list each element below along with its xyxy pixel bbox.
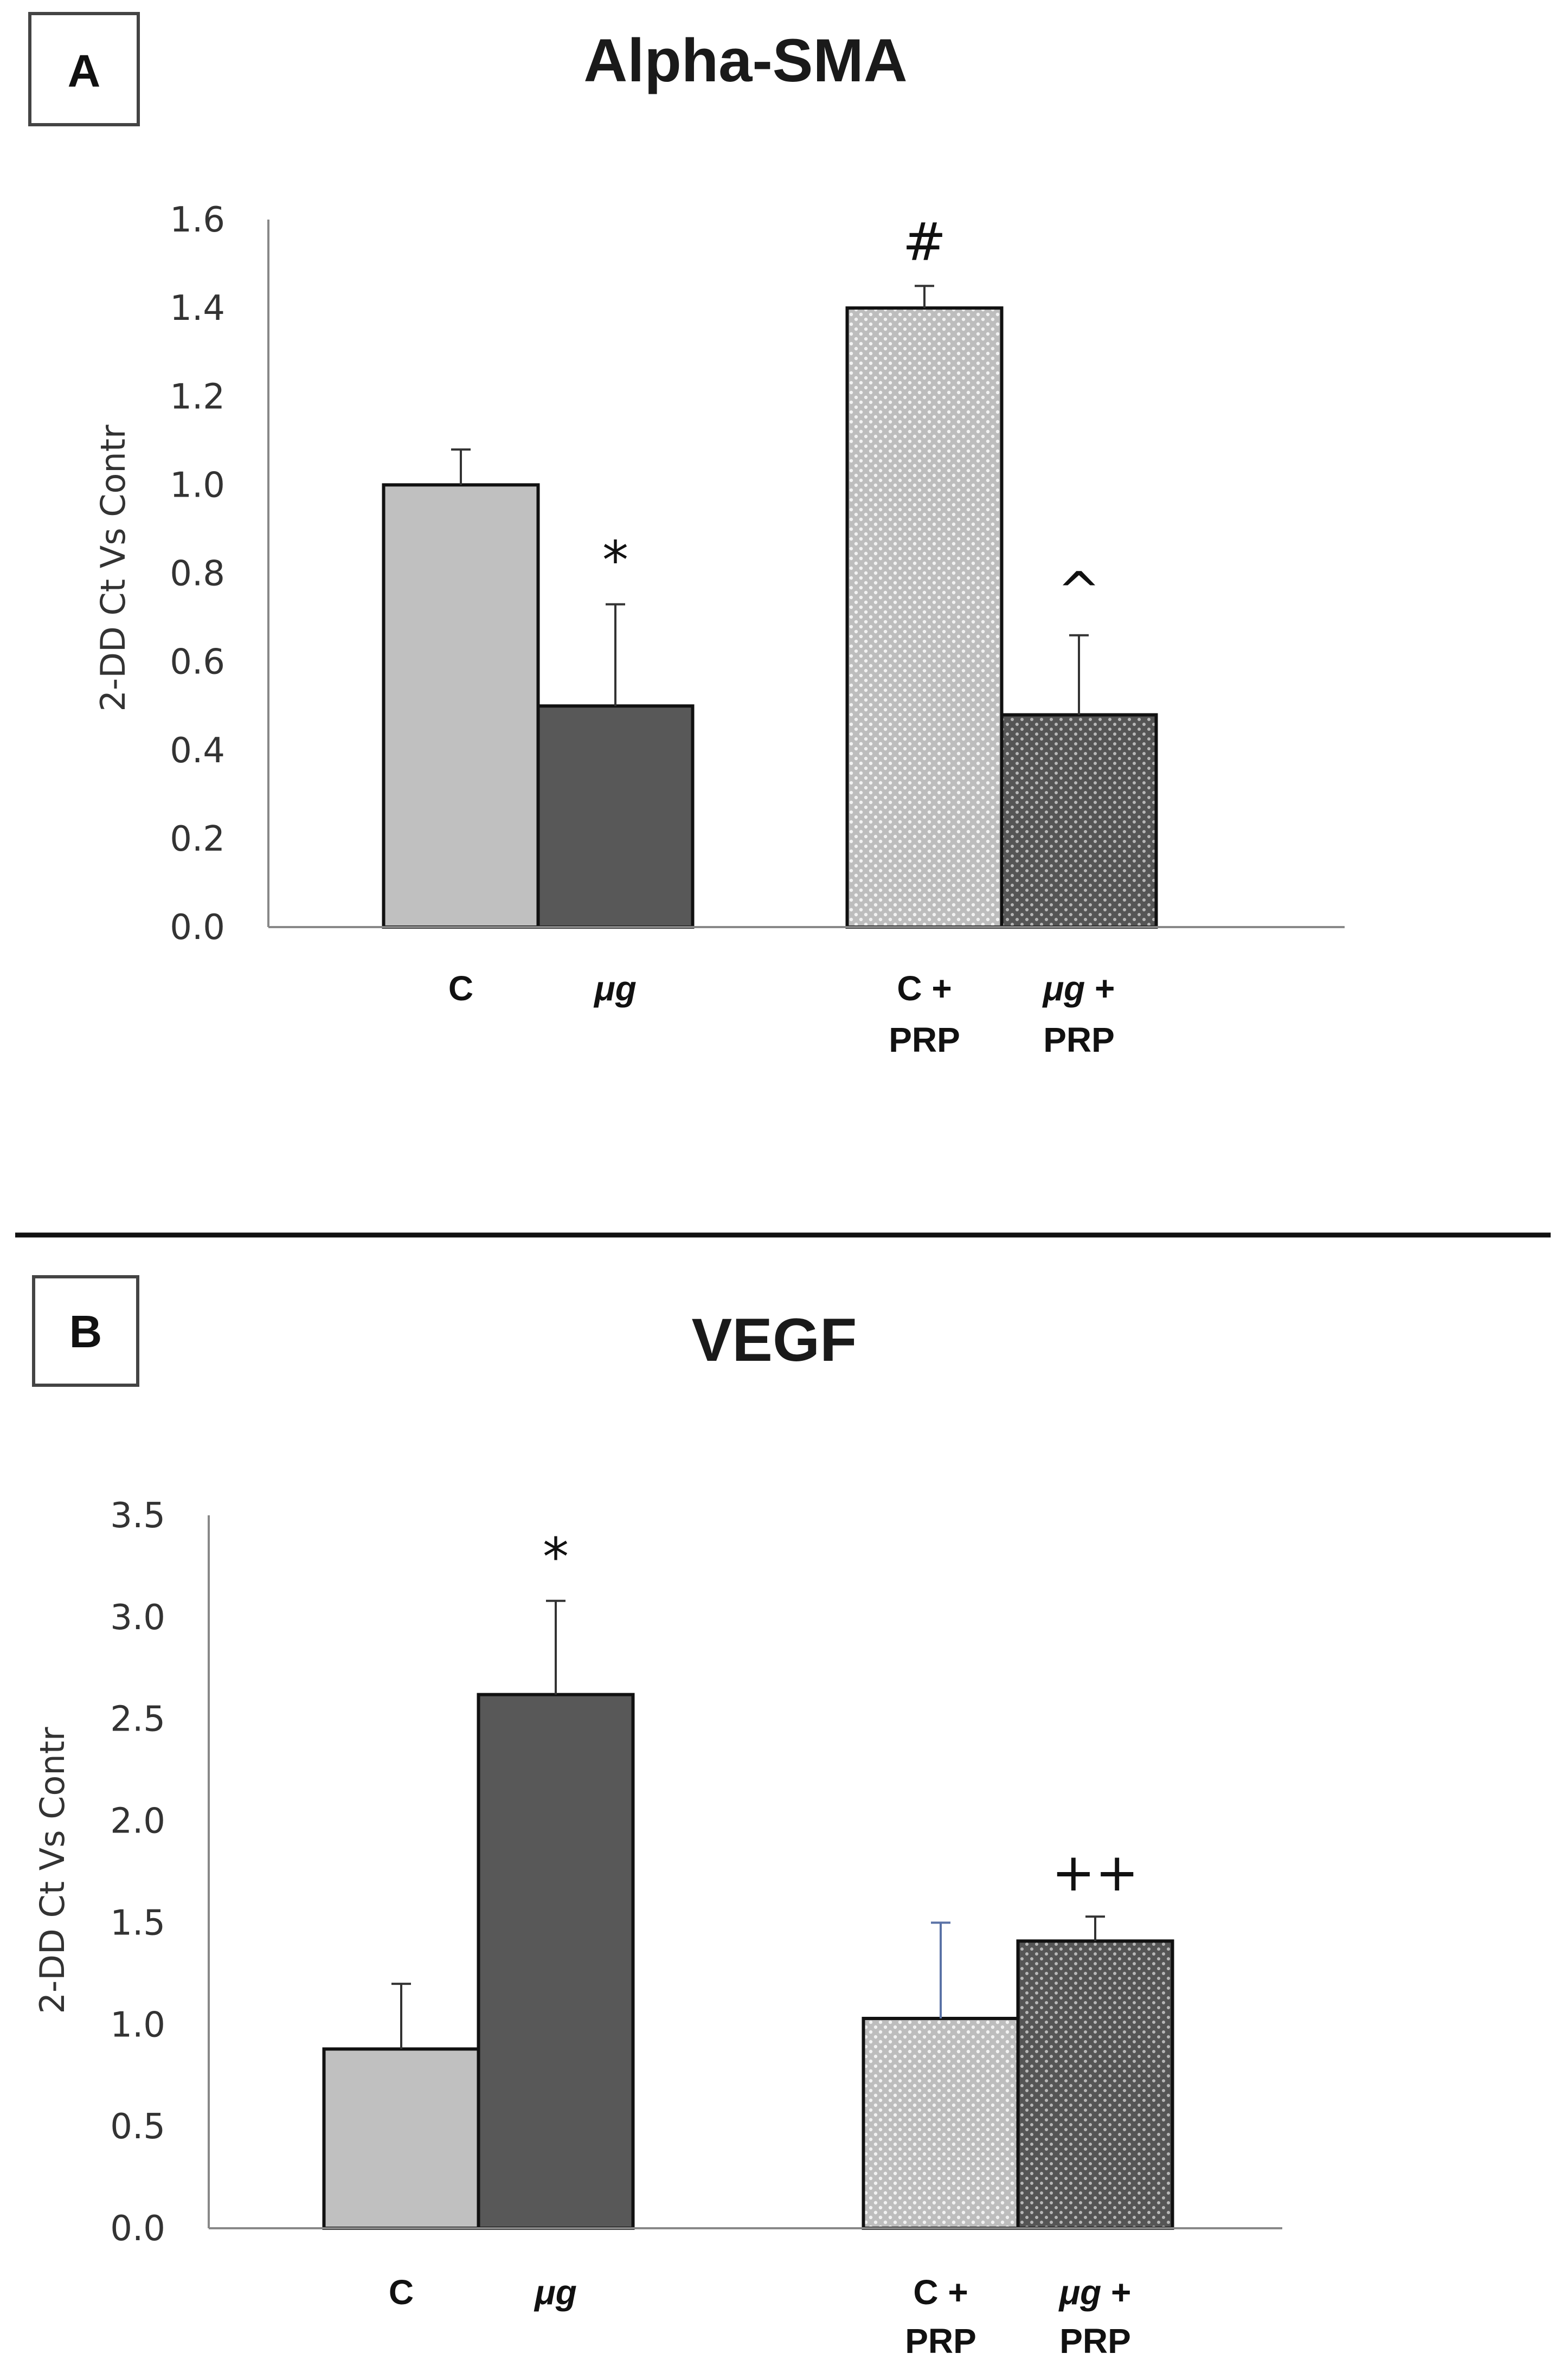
y-tick-label: 0.0 [170,908,225,948]
y-tick-label: 0.0 [110,2209,165,2249]
category-label: μg [593,969,637,1008]
category-label: C [448,969,473,1008]
error-bars-a [451,285,1089,715]
y-tick-label: 3.5 [110,1496,165,1536]
significance-marker: # [903,211,946,272]
category-label: C + [897,969,952,1008]
bars-b [322,1693,1174,2230]
y-tick-label: 2.5 [110,1700,165,1740]
y-tick-label: 1.6 [170,200,225,240]
category-label: PRP [889,1020,960,1059]
y-tick-label: 0.5 [110,2107,165,2147]
y-ticks-b: 0.0 0.5 1.0 1.5 2.0 2.5 3.0 3.5 [110,1496,165,2249]
bar-dark-dotted [1000,713,1158,929]
y-axis-title-b: 2-DD Ct Vs Contr [33,1727,72,2014]
y-tick-label: 0.8 [170,554,225,594]
bar-dark-dotted [1016,1939,1174,2230]
panel-a: A Alpha-SMA 2-DD Ct Vs Contr 0.00.20.40.… [28,12,1345,1059]
chart-title-b: VEGF [692,1306,857,1374]
y-ticks-a: 0.0 0.2 0.4 0.6 0.8 1.0 1.2 1.4 1.6 [170,200,225,948]
bar-light-solid [322,2047,480,2230]
category-label: C + [913,2273,968,2312]
panel-letter-box-a [28,12,140,126]
significance-marker: ++ [1052,1842,1139,1903]
category-label: PRP [905,2322,976,2360]
y-tick-label: 1.0 [170,465,225,505]
bar-dark-solid [477,1693,635,2230]
category-label: μg [534,2273,577,2312]
bar-light-dotted [862,2017,1020,2230]
error-bars-b [391,1599,1105,2049]
category-label: PRP [1059,2322,1131,2360]
y-tick-label: 3.0 [110,1598,165,1638]
bar-light-dotted [845,306,1004,929]
y-tick-label: 1.5 [110,1903,165,1943]
bar-dark-solid [536,704,695,929]
panel-letter-a: A [68,46,101,97]
category-label: PRP [1043,1020,1115,1059]
axes-a [267,220,1345,928]
y-tick-label: 1.0 [110,2005,165,2045]
y-tick-label: 0.2 [170,819,225,859]
significance-marker: * [602,530,628,591]
y-tick-label: 2.0 [110,1802,165,1842]
annotations-a: * # ^ [602,211,1101,621]
panel-b: B VEGF 2-DD Ct Vs Contr 0.0 0.5 1.0 1.5 2.0 2… [32,1275,1282,2360]
bar-light-solid [382,483,540,929]
chart-title-a: Alpha-SMA [583,27,907,94]
y-axis-title-a: 2-DD Ct Vs Contr [93,425,133,712]
panel-letter-box-b [32,1275,139,1387]
panel-letter-b: B [69,1306,102,1357]
significance-marker: ^ [1057,561,1101,622]
significance-marker: * [543,1527,569,1587]
bars-a [382,306,1158,929]
category-label: C [389,2273,414,2312]
category-label: μg + [1058,2273,1132,2312]
category-label: μg + [1042,969,1115,1008]
annotations-b: * ++ [543,1527,1139,1903]
y-tick-label: 0.6 [170,642,225,683]
y-tick-label: 1.4 [170,288,225,329]
y-tick-label: 1.2 [170,377,225,417]
y-tick-label: 0.4 [170,731,225,771]
axes-b [208,1515,1282,2229]
